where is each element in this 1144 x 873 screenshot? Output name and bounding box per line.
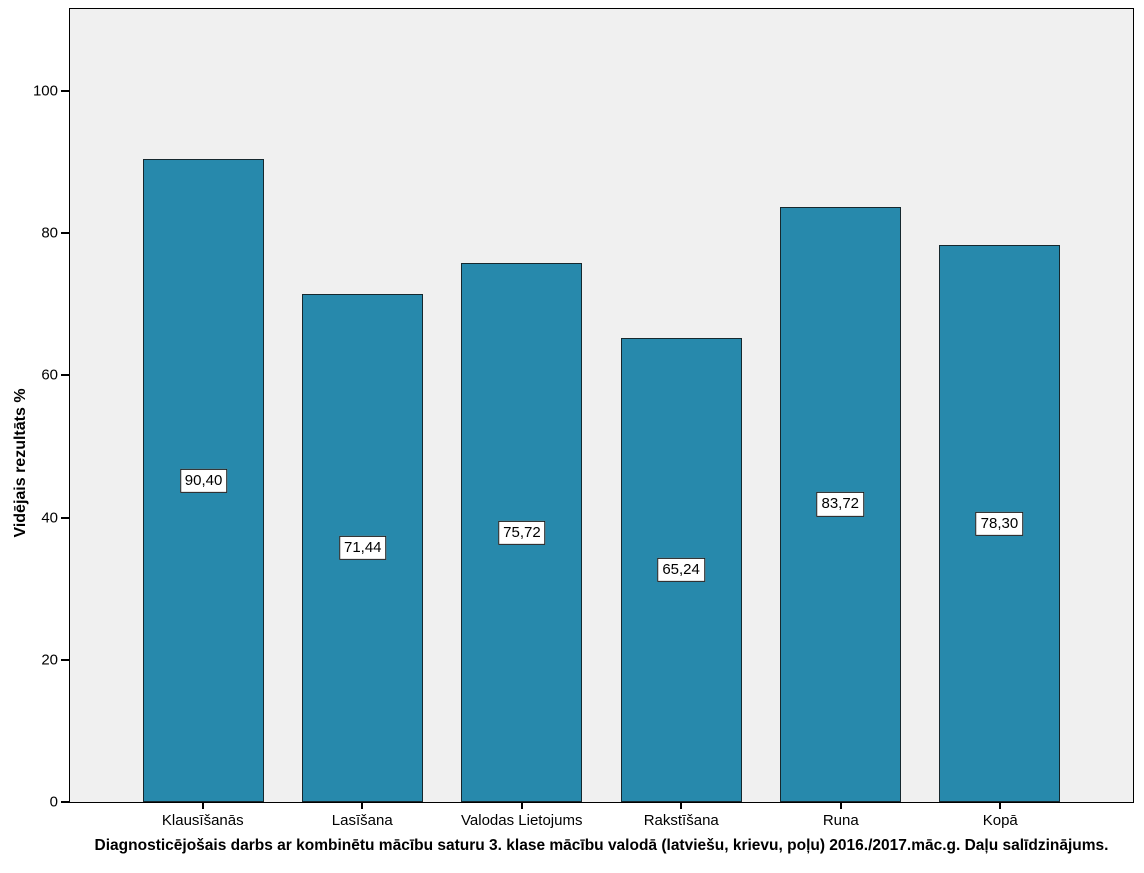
y-tick-mark: [61, 374, 69, 377]
x-tick-mark: [999, 803, 1002, 809]
bar-value-label: 90,40: [179, 468, 228, 493]
bar: 65,24: [620, 338, 742, 802]
x-category: Rakstīšana: [602, 803, 762, 829]
x-category: Runa: [761, 803, 921, 829]
bar-value-label: 65,24: [657, 557, 705, 583]
x-tick-mark: [839, 803, 842, 809]
x-category: Klausīšanās: [123, 803, 283, 829]
x-tick-mark: [361, 803, 364, 809]
x-category-label: Rakstīšana: [643, 812, 719, 829]
bar: 90,40: [143, 159, 265, 802]
bar-slot: 71,44: [283, 9, 442, 802]
bar: 78,30: [938, 245, 1060, 802]
x-category: Valodas Lietojums: [442, 803, 602, 829]
y-tick-mark: [61, 232, 69, 235]
bar: 75,72: [461, 263, 583, 802]
bar-slot: 65,24: [602, 9, 761, 802]
bar-value-label: 75,72: [498, 520, 546, 545]
plot-area: 90,40 71,44 75,72 65,24 83,72 78,30 0 20 40 60 80…: [33, 8, 1134, 810]
bar-slot: 78,30: [920, 9, 1079, 802]
bar-value-label: 71,44: [338, 535, 387, 561]
x-tick-mark: [201, 803, 204, 809]
bar: 83,72: [779, 206, 901, 802]
x-category: Lasīšana: [283, 803, 443, 829]
x-category: Kopā: [921, 803, 1081, 829]
y-tick-label: 20: [41, 651, 58, 669]
y-tick-label: 80: [41, 224, 58, 242]
x-tick-mark: [520, 803, 523, 809]
y-tick-label: 100: [32, 82, 58, 100]
y-tick-label: 0: [49, 793, 58, 811]
x-axis-labels: Klausīšanās Lasīšana Valodas Lietojums Raks…: [69, 803, 1134, 829]
bar: 71,44: [302, 293, 424, 802]
bar-slot: 83,72: [761, 9, 920, 802]
x-tick-mark: [680, 803, 683, 809]
x-category-label: Valodas Lietojums: [461, 812, 583, 829]
y-tick-mark: [61, 658, 69, 661]
bar-slot: 90,40: [124, 9, 283, 802]
y-tick-mark: [61, 89, 69, 92]
y-tick-label: 60: [41, 366, 58, 384]
x-category-label: Lasīšana: [331, 812, 393, 829]
bar-value-label: 83,72: [816, 492, 865, 517]
bar-slot: 75,72: [442, 9, 601, 802]
x-category-label: Kopā: [982, 812, 1018, 829]
chart-caption: Diagnosticējošais darbs ar kombinētu māc…: [94, 837, 1109, 854]
bar-value-label: 78,30: [975, 511, 1024, 536]
y-tick-label: 40: [41, 509, 58, 527]
y-tick-mark: [61, 516, 69, 519]
x-category-label: Klausīšanās: [161, 812, 244, 829]
y-tick-mark: [61, 801, 69, 803]
x-category-label: Runa: [822, 812, 859, 829]
bars-row: 90,40 71,44 75,72 65,24 83,72 78,30: [70, 9, 1133, 802]
y-axis-title: Vidējais rezultāts %: [12, 388, 29, 538]
